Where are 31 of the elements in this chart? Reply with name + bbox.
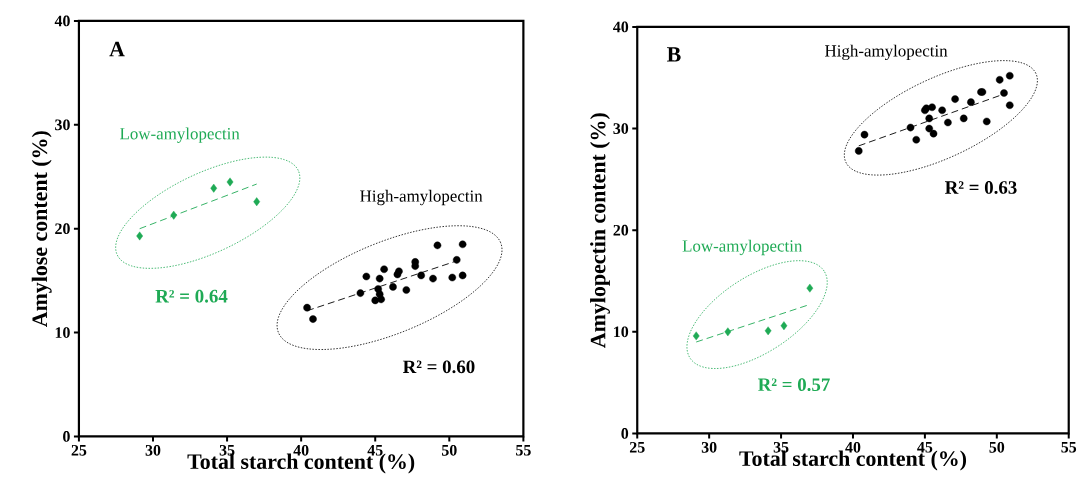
x-tick-label: 30 (145, 444, 161, 456)
y-tick-label: 0 (63, 430, 70, 442)
text: High-amylopectin (825, 44, 948, 60)
y-tick-label: 30 (55, 119, 70, 131)
text: A (109, 41, 125, 57)
x-tick-label: 25 (629, 441, 645, 453)
x-tick-label: 30 (701, 441, 717, 453)
annotation: R² = 0.64 (155, 289, 228, 303)
y-tick-label: 0 (621, 427, 629, 439)
x-tick-label: 45 (917, 441, 933, 453)
annotation: R² = 0.57 (758, 378, 830, 391)
x-tick-label: 50 (441, 444, 457, 456)
annotation: R² = 0.63 (945, 180, 1017, 194)
annotation: R² = 0.60 (402, 360, 475, 374)
y-tick-label: 40 (54, 15, 70, 27)
y-axis-title: Amylose content (%) (31, 131, 52, 327)
y-tick-label: 10 (614, 326, 629, 338)
y-axis-title: Amylopectin content (%) (590, 113, 610, 348)
x-tick-label: 50 (989, 441, 1005, 453)
text: High-amylopectin (360, 189, 483, 206)
text: Low-amylopectin (120, 127, 240, 143)
x-tick-label: 55 (1061, 441, 1077, 453)
y-tick-label: 40 (613, 21, 629, 33)
series-label: Low-amylopectin (682, 239, 803, 255)
text: B (667, 47, 681, 62)
y-tick-label: 20 (55, 223, 70, 234)
y-tick-label: 30 (613, 123, 629, 134)
x-tick-label: 25 (71, 444, 87, 456)
y-tick-label: 10 (55, 327, 70, 338)
x-tick-label: 55 (516, 444, 531, 456)
y-tick-label: 20 (613, 224, 629, 236)
